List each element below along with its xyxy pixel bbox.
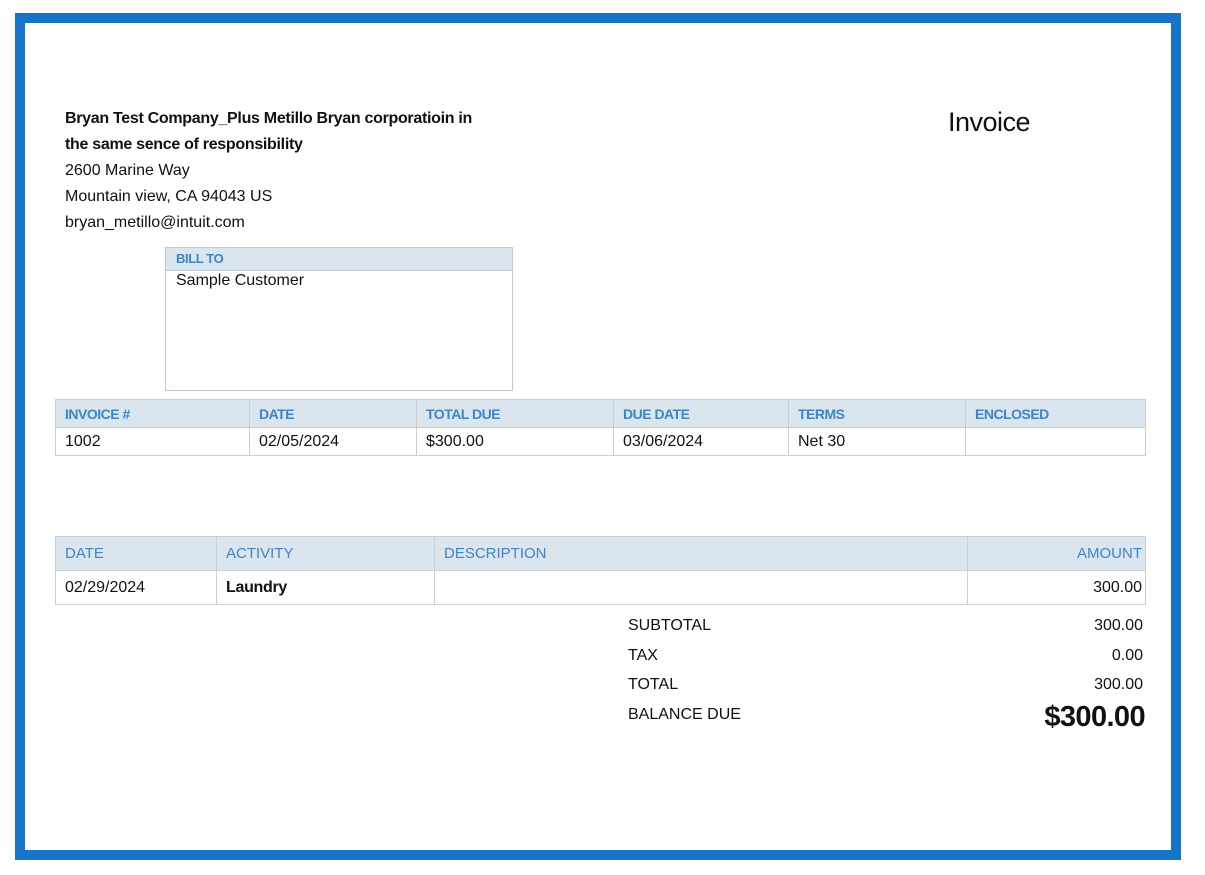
invoice-info-value-row: 1002 02/05/2024 $300.00 03/06/2024 Net 3…: [55, 427, 1146, 456]
subtotal-label: SUBTOTAL: [628, 617, 711, 634]
tax-label: TAX: [628, 646, 658, 664]
total-row: TOTAL 300.00: [628, 672, 1145, 702]
tax-value: 0.00: [1111, 646, 1143, 664]
item-amount-header: AMOUNT: [967, 536, 1146, 571]
invoice-frame: Bryan Test Company_Plus Metillo Bryan co…: [15, 13, 1181, 860]
company-block: Bryan Test Company_Plus Metillo Bryan co…: [65, 106, 585, 236]
company-email: bryan_metillo@intuit.com: [65, 214, 245, 231]
enclosed: [965, 427, 1146, 456]
invoice-number: 1002: [55, 427, 250, 456]
balance-due-label: BALANCE DUE: [628, 705, 741, 723]
invoice-page: Bryan Test Company_Plus Metillo Bryan co…: [25, 23, 1171, 850]
item-date-header: DATE: [55, 536, 217, 571]
invoice-number-header: INVOICE #: [55, 399, 250, 428]
item-activity: Laundry: [216, 570, 435, 605]
line-items-table: DATE ACTIVITY DESCRIPTION AMOUNT 02/29/2…: [55, 536, 1146, 605]
terms-header: TERMS: [788, 399, 966, 428]
totals-block: SUBTOTAL 300.00 TAX 0.00 TOTAL 300.00 BA…: [628, 613, 1146, 733]
subtotal-row: SUBTOTAL 300.00: [628, 613, 1145, 643]
due-date-header: DUE DATE: [613, 399, 789, 428]
total-value: 300.00: [1094, 676, 1143, 693]
item-amount: 300.00: [967, 570, 1146, 605]
company-name-line-2: the same sence of responsibility: [65, 136, 303, 153]
total-due-header: TOTAL DUE: [416, 399, 614, 428]
company-address-1: 2600 Marine Way: [65, 162, 190, 179]
line-items-header-row: DATE ACTIVITY DESCRIPTION AMOUNT: [55, 536, 1146, 571]
total-label: TOTAL: [628, 676, 679, 693]
due-date: 03/06/2024: [613, 427, 789, 456]
terms: Net 30: [788, 427, 966, 456]
bill-to-customer: Sample Customer: [176, 272, 305, 289]
invoice-date-header: DATE: [249, 399, 417, 428]
enclosed-header: ENCLOSED: [965, 399, 1146, 428]
document-title: Invoice: [948, 107, 1031, 137]
company-name-line-1: Bryan Test Company_Plus Metillo Bryan co…: [65, 110, 472, 127]
tax-row: TAX 0.00: [628, 643, 1145, 673]
invoice-info-header-row: INVOICE # DATE TOTAL DUE DUE DATE TERMS …: [55, 399, 1146, 428]
item-date: 02/29/2024: [55, 570, 217, 605]
bill-to-label: BILL TO: [166, 248, 512, 271]
invoice-info-table: INVOICE # DATE TOTAL DUE DUE DATE TERMS …: [55, 399, 1146, 456]
total-due: $300.00: [416, 427, 614, 456]
invoice-date: 02/05/2024: [249, 427, 417, 456]
subtotal-value: 300.00: [1094, 617, 1143, 634]
balance-due-value: $300.00: [1044, 700, 1145, 733]
item-activity-header: ACTIVITY: [216, 536, 435, 571]
table-row: 02/29/2024 Laundry 300.00: [55, 570, 1146, 605]
bill-to-box: BILL TO Sample Customer: [165, 247, 513, 391]
item-description-header: DESCRIPTION: [434, 536, 968, 571]
item-description: [434, 570, 968, 605]
company-address-2: Mountain view, CA 94043 US: [65, 188, 273, 205]
balance-due-row: BALANCE DUE $300.00: [628, 700, 1146, 733]
